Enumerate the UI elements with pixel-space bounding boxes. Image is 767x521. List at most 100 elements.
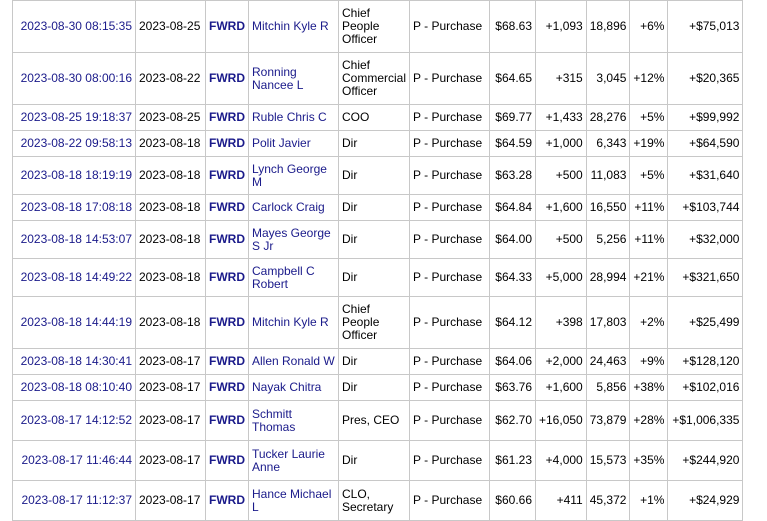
title-cell: COO — [338, 104, 410, 131]
insider-link[interactable]: Polit Javier — [252, 136, 311, 150]
insider-link[interactable]: Schmitt Thomas — [252, 406, 296, 434]
ticker-link[interactable]: FWRD — [209, 380, 245, 394]
filing-date-link[interactable]: 2023-08-17 14:12:52 — [20, 413, 132, 427]
price-cell: $64.12 — [489, 296, 536, 349]
filing-date-link[interactable]: 2023-08-18 14:30:41 — [20, 354, 132, 368]
trade-date-cell: 2023-08-22 — [135, 52, 206, 105]
title-cell: Dir — [338, 258, 410, 297]
delta-own-cell: +9% — [629, 348, 669, 375]
delta-own-cell: +35% — [629, 440, 669, 481]
title-cell: Chief People Officer — [338, 296, 410, 349]
ticker-cell: FWRD — [205, 220, 249, 259]
trade-type-cell: P - Purchase — [409, 104, 490, 131]
quantity-cell: +411 — [535, 480, 587, 521]
ticker-link[interactable]: FWRD — [209, 168, 245, 182]
ticker-link[interactable]: FWRD — [209, 110, 245, 124]
table-row: 2023-08-30 08:00:16 2023-08-22 FWRD Ronn… — [12, 52, 744, 105]
filing-date-cell: 2023-08-18 18:19:19 — [12, 156, 136, 195]
owned-cell: 16,550 — [585, 194, 631, 221]
owned-cell: 28,994 — [585, 258, 631, 297]
value-cell: +$321,650 — [667, 258, 744, 297]
filing-date-link[interactable]: 2023-08-17 11:12:37 — [21, 493, 132, 507]
value-cell: +$32,000 — [667, 220, 744, 259]
filing-date-cell: 2023-08-17 11:12:37 — [12, 480, 136, 521]
quantity-cell: +315 — [535, 52, 587, 105]
value-cell: +$1,006,335 — [667, 400, 744, 441]
ticker-cell: FWRD — [205, 194, 249, 221]
price-cell: $64.00 — [489, 220, 536, 259]
filing-date-cell: 2023-08-18 08:10:40 — [12, 374, 136, 401]
ticker-link[interactable]: FWRD — [209, 19, 245, 33]
filing-date-link[interactable]: 2023-08-30 08:00:16 — [20, 71, 132, 85]
insider-link[interactable]: Ruble Chris C — [252, 110, 327, 124]
insider-link[interactable]: Allen Ronald W — [252, 354, 335, 368]
ticker-link[interactable]: FWRD — [209, 354, 245, 368]
trade-type-cell: P - Purchase — [409, 480, 490, 521]
table-row: 2023-08-18 14:49:22 2023-08-18 FWRD Camp… — [12, 258, 744, 297]
ticker-link[interactable]: FWRD — [209, 71, 245, 85]
ticker-link[interactable]: FWRD — [209, 493, 245, 507]
insider-link[interactable]: Ronning Nancee L — [252, 64, 304, 92]
delta-own-cell: +21% — [629, 258, 669, 297]
title-cell: Dir — [338, 220, 410, 259]
insider-link[interactable]: Mayes George S Jr — [252, 225, 331, 253]
filing-date-link[interactable]: 2023-08-22 09:58:13 — [20, 136, 132, 150]
trade-date-cell: 2023-08-18 — [135, 296, 206, 349]
price-cell: $64.65 — [489, 52, 536, 105]
owned-cell: 17,803 — [585, 296, 631, 349]
filing-date-link[interactable]: 2023-08-18 14:53:07 — [20, 232, 132, 246]
price-cell: $64.33 — [489, 258, 536, 297]
insider-link[interactable]: Hance Michael L — [252, 486, 332, 514]
title-cell: Dir — [338, 130, 410, 157]
insider-cell: Allen Ronald W — [248, 348, 339, 375]
insider-link[interactable]: Lynch George M — [252, 161, 327, 189]
quantity-cell: +1,000 — [535, 130, 587, 157]
trade-date-cell: 2023-08-17 — [135, 348, 206, 375]
owned-cell: 18,896 — [585, 0, 631, 53]
price-cell: $64.84 — [489, 194, 536, 221]
value-cell: +$31,640 — [667, 156, 744, 195]
insider-cell: Schmitt Thomas — [248, 400, 339, 441]
filing-date-link[interactable]: 2023-08-17 11:46:44 — [21, 453, 132, 467]
filing-date-link[interactable]: 2023-08-18 14:44:19 — [20, 315, 132, 329]
filing-date-link[interactable]: 2023-08-18 14:49:22 — [20, 270, 132, 284]
table-row: 2023-08-18 14:44:19 2023-08-18 FWRD Mitc… — [12, 296, 744, 349]
ticker-link[interactable]: FWRD — [209, 315, 245, 329]
ticker-link[interactable]: FWRD — [209, 200, 245, 214]
owned-cell: 24,463 — [585, 348, 631, 375]
insider-cell: Mitchin Kyle R — [248, 0, 339, 53]
insider-link[interactable]: Campbell C Robert — [252, 263, 315, 291]
filing-date-link[interactable]: 2023-08-30 08:15:35 — [20, 19, 132, 33]
filing-date-cell: 2023-08-30 08:00:16 — [12, 52, 136, 105]
ticker-link[interactable]: FWRD — [209, 136, 245, 150]
trade-date-cell: 2023-08-18 — [135, 156, 206, 195]
ticker-link[interactable]: FWRD — [209, 232, 245, 246]
trade-type-cell: P - Purchase — [409, 130, 490, 157]
insider-link[interactable]: Nayak Chitra — [252, 380, 322, 394]
insider-link[interactable]: Tucker Laurie Anne — [252, 446, 325, 474]
trade-date-cell: 2023-08-25 — [135, 104, 206, 131]
owned-cell: 15,573 — [585, 440, 631, 481]
delta-own-cell: +38% — [629, 374, 669, 401]
ticker-link[interactable]: FWRD — [209, 270, 245, 284]
insider-cell: Ruble Chris C — [248, 104, 339, 131]
insider-cell: Ronning Nancee L — [248, 52, 339, 105]
insider-link[interactable]: Mitchin Kyle R — [252, 19, 329, 33]
value-cell: +$128,120 — [667, 348, 744, 375]
owned-cell: 6,343 — [585, 130, 631, 157]
price-cell: $64.06 — [489, 348, 536, 375]
ticker-link[interactable]: FWRD — [209, 413, 245, 427]
insider-link[interactable]: Carlock Craig — [252, 200, 325, 214]
filing-date-link[interactable]: 2023-08-18 08:10:40 — [20, 380, 132, 394]
filing-date-link[interactable]: 2023-08-18 17:08:18 — [20, 200, 132, 214]
trade-date-cell: 2023-08-18 — [135, 220, 206, 259]
filing-date-link[interactable]: 2023-08-18 18:19:19 — [20, 168, 132, 182]
filing-date-link[interactable]: 2023-08-25 19:18:37 — [20, 110, 132, 124]
trade-type-cell: P - Purchase — [409, 194, 490, 221]
value-cell: +$20,365 — [667, 52, 744, 105]
trade-date-cell: 2023-08-17 — [135, 374, 206, 401]
ticker-link[interactable]: FWRD — [209, 453, 245, 467]
insider-link[interactable]: Mitchin Kyle R — [252, 315, 329, 329]
owned-cell: 28,276 — [585, 104, 631, 131]
ticker-cell: FWRD — [205, 156, 249, 195]
